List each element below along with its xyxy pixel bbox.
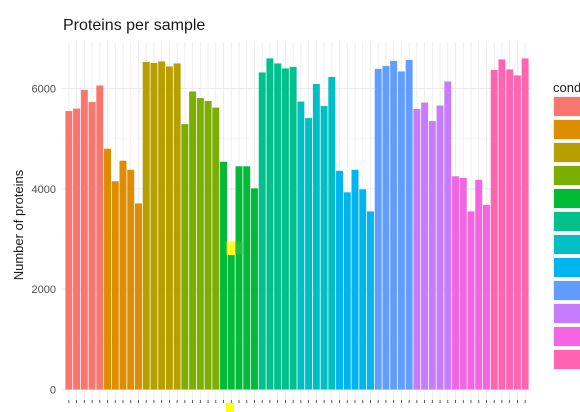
- bar-1: [65, 111, 73, 390]
- bar-41: [374, 68, 382, 390]
- bar-13: [158, 61, 166, 390]
- legend-key-5: [554, 189, 580, 208]
- bar-8: [119, 160, 127, 390]
- highlight-overlay: [226, 241, 236, 256]
- bar-39: [359, 189, 367, 390]
- bar-48: [428, 121, 436, 390]
- chart-title: Proteins per sample: [63, 17, 205, 34]
- legend-key-9: [554, 281, 580, 300]
- bar-35: [328, 76, 336, 390]
- legend-key-2: [554, 120, 580, 139]
- legend-key-11: [554, 327, 580, 346]
- bar-28: [274, 63, 282, 390]
- bar-25: [250, 188, 258, 390]
- y-tick-label: 2000: [32, 284, 56, 296]
- legend: cond: [553, 80, 580, 370]
- bar-51: [452, 176, 460, 390]
- legend-key-10: [554, 304, 580, 323]
- bar-21: [220, 161, 228, 390]
- bar-37: [343, 192, 351, 390]
- bar-11: [142, 61, 150, 390]
- legend-key-3: [554, 143, 580, 162]
- bar-34: [320, 106, 328, 390]
- bar-42: [382, 65, 390, 390]
- bar-58: [506, 69, 514, 390]
- bar-16: [181, 124, 189, 390]
- bar-47: [421, 102, 429, 390]
- bar-15: [173, 63, 181, 390]
- bar-10: [134, 203, 142, 390]
- bar-46: [413, 109, 421, 390]
- bar-31: [297, 101, 305, 390]
- bar-26: [258, 72, 266, 390]
- bar-17: [189, 91, 197, 390]
- bar-9: [127, 169, 135, 390]
- bar-52: [459, 177, 467, 390]
- y-tick-label: 6000: [32, 84, 56, 96]
- bar-53: [467, 211, 475, 390]
- bar-20: [212, 107, 220, 390]
- bar-29: [281, 68, 289, 390]
- bar-44: [397, 71, 405, 390]
- bar-22: [227, 255, 235, 390]
- legend-key-8: [554, 258, 580, 277]
- bar-2: [73, 108, 81, 390]
- bar-24: [243, 166, 251, 390]
- bar-6: [104, 148, 112, 390]
- y-tick-label: 0: [50, 385, 56, 397]
- bar-3: [80, 90, 88, 390]
- bar-23: [235, 166, 243, 390]
- bar-33: [312, 83, 320, 390]
- bar-50: [444, 81, 452, 390]
- bar-14: [165, 66, 173, 390]
- bar-45: [405, 59, 413, 390]
- bar-19: [204, 101, 212, 390]
- bar-43: [390, 60, 398, 390]
- bar-30: [289, 66, 297, 390]
- legend-key-1: [554, 97, 580, 116]
- plot-panel: [62, 42, 532, 403]
- bar-12: [150, 62, 158, 390]
- y-axis-title: Number of proteins: [11, 169, 26, 280]
- bar-54: [475, 179, 483, 390]
- bar-49: [436, 105, 444, 390]
- legend-title: cond: [553, 80, 580, 95]
- legend-key-12: [554, 350, 580, 369]
- bar-56: [490, 69, 498, 390]
- bar-5: [96, 85, 104, 390]
- y-tick-label: 4000: [32, 184, 56, 196]
- bar-40: [366, 211, 374, 390]
- bar-59: [513, 75, 521, 390]
- bar-60: [521, 58, 529, 390]
- bar-55: [482, 204, 490, 390]
- bar-27: [266, 58, 274, 390]
- bar-32: [305, 118, 313, 390]
- bar-57: [498, 59, 506, 390]
- highlight-marker: [226, 403, 234, 412]
- legend-key-6: [554, 212, 580, 231]
- y-axis: 0 2000 4000 6000: [32, 84, 56, 397]
- bar-38: [351, 169, 359, 390]
- bar-36: [336, 170, 344, 390]
- bar-7: [111, 181, 119, 390]
- bar-18: [196, 98, 204, 390]
- bar-4: [88, 102, 96, 390]
- highlight-overlay-shade: [235, 241, 243, 256]
- legend-key-4: [554, 166, 580, 185]
- legend-key-7: [554, 235, 580, 254]
